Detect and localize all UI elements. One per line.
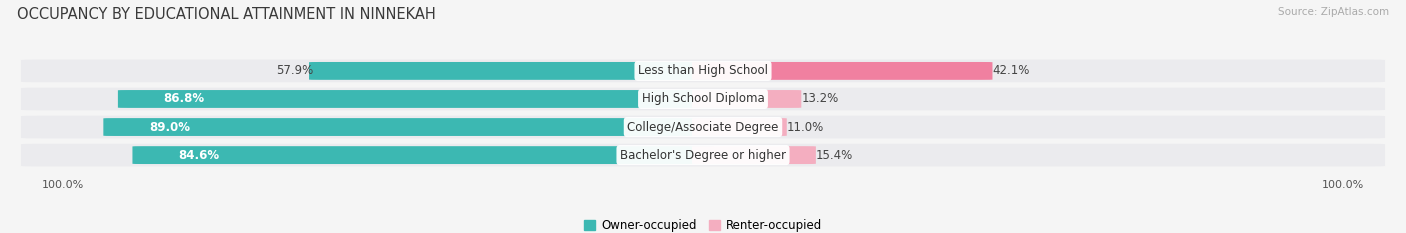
FancyBboxPatch shape	[21, 88, 1385, 110]
Text: Bachelor's Degree or higher: Bachelor's Degree or higher	[620, 149, 786, 162]
FancyBboxPatch shape	[21, 144, 1385, 166]
Text: 11.0%: 11.0%	[787, 120, 824, 134]
Text: OCCUPANCY BY EDUCATIONAL ATTAINMENT IN NINNEKAH: OCCUPANCY BY EDUCATIONAL ATTAINMENT IN N…	[17, 7, 436, 22]
Text: 84.6%: 84.6%	[179, 149, 219, 162]
FancyBboxPatch shape	[309, 62, 714, 80]
Text: 100.0%: 100.0%	[1322, 180, 1364, 190]
Text: 57.9%: 57.9%	[276, 64, 314, 77]
FancyBboxPatch shape	[132, 146, 714, 164]
Text: 100.0%: 100.0%	[42, 180, 84, 190]
Text: College/Associate Degree: College/Associate Degree	[627, 120, 779, 134]
FancyBboxPatch shape	[118, 90, 714, 108]
FancyBboxPatch shape	[104, 118, 714, 136]
FancyBboxPatch shape	[692, 146, 815, 164]
Text: 42.1%: 42.1%	[993, 64, 1029, 77]
Text: Less than High School: Less than High School	[638, 64, 768, 77]
FancyBboxPatch shape	[692, 90, 801, 108]
Text: 86.8%: 86.8%	[163, 93, 204, 106]
Text: 13.2%: 13.2%	[801, 93, 838, 106]
Text: 89.0%: 89.0%	[149, 120, 190, 134]
FancyBboxPatch shape	[21, 116, 1385, 138]
FancyBboxPatch shape	[692, 62, 993, 80]
FancyBboxPatch shape	[21, 60, 1385, 82]
FancyBboxPatch shape	[692, 118, 787, 136]
Text: 15.4%: 15.4%	[815, 149, 853, 162]
Text: High School Diploma: High School Diploma	[641, 93, 765, 106]
Text: Source: ZipAtlas.com: Source: ZipAtlas.com	[1278, 7, 1389, 17]
Legend: Owner-occupied, Renter-occupied: Owner-occupied, Renter-occupied	[579, 214, 827, 233]
